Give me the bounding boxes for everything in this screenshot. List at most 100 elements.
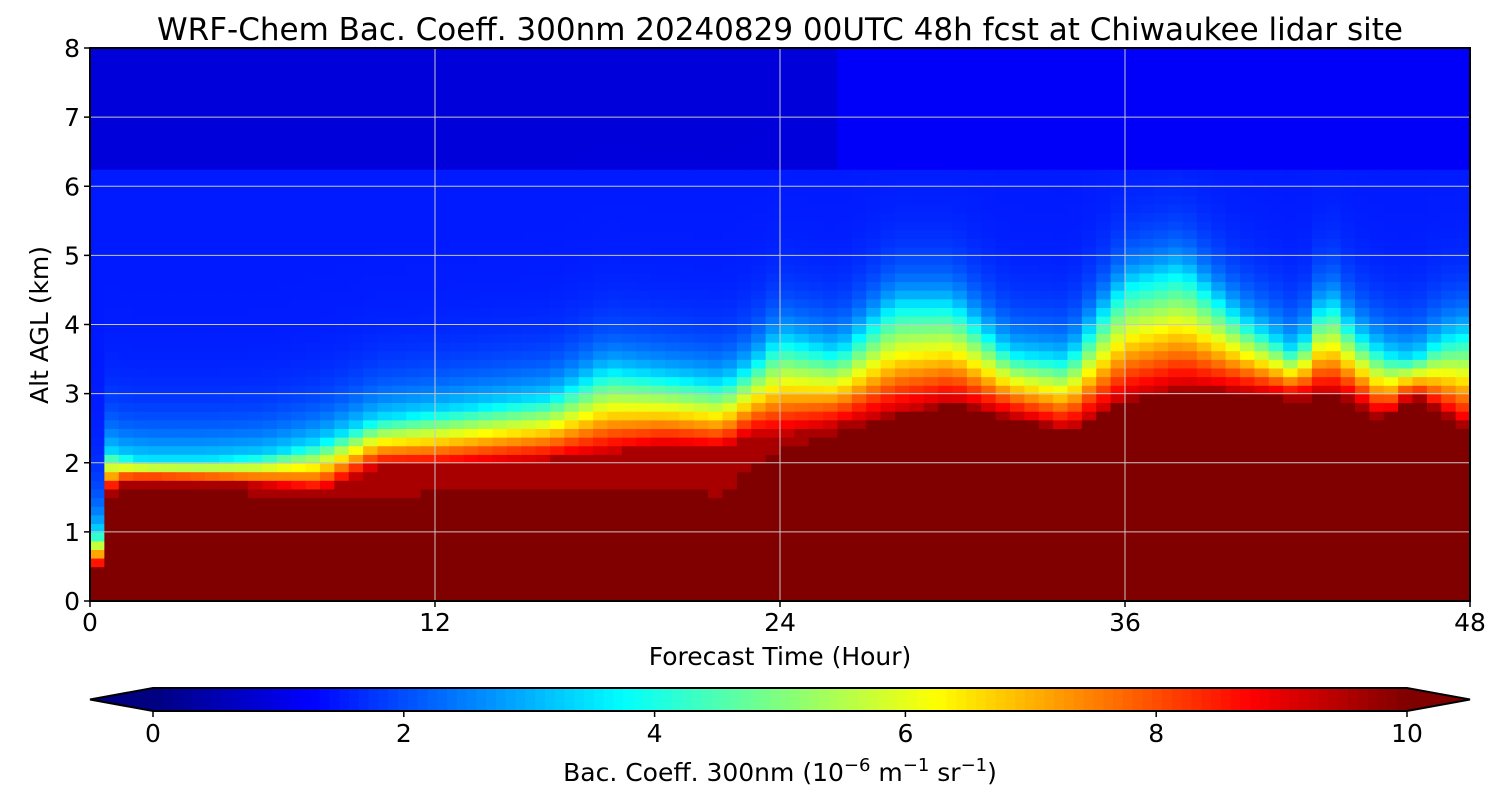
heatmap-cell — [161, 540, 178, 550]
heatmap-cell — [377, 65, 393, 75]
heatmap-cell — [420, 177, 436, 188]
heatmap-cell — [161, 186, 178, 196]
heatmap-cell — [176, 168, 192, 179]
heatmap-cell — [334, 531, 350, 542]
heatmap-cell — [808, 480, 824, 490]
heatmap-cell — [1168, 73, 1184, 84]
heatmap-cell — [1139, 419, 1155, 429]
heatmap-cell — [1038, 212, 1054, 222]
heatmap-cell — [1153, 333, 1169, 343]
heatmap-cell — [535, 177, 551, 188]
heatmap-cell — [435, 160, 451, 170]
heatmap-cell — [176, 367, 192, 378]
heatmap-cell — [521, 91, 537, 101]
heatmap-cell — [147, 583, 163, 594]
heatmap-cell — [1096, 410, 1112, 421]
heatmap-cell — [406, 151, 422, 162]
heatmap-cell — [219, 350, 235, 360]
heatmap-cell — [636, 203, 652, 213]
heatmap-cell — [851, 272, 868, 283]
heatmap-cell — [521, 82, 537, 93]
heatmap-cell — [1010, 523, 1026, 533]
heatmap-cell — [478, 497, 494, 507]
heatmap-cell — [1196, 445, 1213, 455]
heatmap-cell — [190, 73, 206, 84]
heatmap-cell — [506, 82, 523, 93]
heatmap-cell — [363, 281, 379, 291]
heatmap-cell — [909, 289, 925, 300]
heatmap-cell — [1053, 480, 1069, 490]
heatmap-cell — [478, 350, 494, 360]
heatmap-cell — [262, 143, 278, 153]
heatmap-cell — [1110, 117, 1126, 127]
heatmap-cell — [1038, 384, 1054, 395]
heatmap-cell — [823, 384, 839, 395]
heatmap-cell — [1067, 289, 1083, 300]
heatmap-cell — [420, 531, 436, 542]
heatmap-cell — [363, 419, 379, 429]
heatmap-cell — [363, 376, 379, 386]
heatmap-cell — [118, 82, 134, 93]
heatmap-cell — [420, 264, 436, 274]
heatmap-cell — [90, 471, 106, 481]
heatmap-cell — [621, 497, 638, 507]
heatmap-cell — [679, 566, 695, 576]
heatmap-cell — [780, 583, 796, 594]
heatmap-cell — [550, 350, 566, 360]
heatmap-cell — [895, 367, 911, 378]
heatmap-cell — [578, 575, 594, 585]
heatmap-cell — [1153, 575, 1169, 585]
heatmap-cell — [118, 212, 134, 222]
heatmap-cell — [377, 272, 393, 283]
heatmap-cell — [420, 168, 436, 179]
heatmap-cell — [909, 255, 925, 265]
heatmap-cell — [506, 272, 523, 283]
heatmap-cell — [636, 566, 652, 576]
heatmap-cell — [923, 410, 939, 421]
heatmap-cell — [550, 514, 566, 525]
heatmap-cell — [981, 583, 997, 594]
heatmap-cell — [564, 194, 580, 205]
heatmap-cell — [880, 48, 896, 58]
heatmap-cell — [722, 238, 738, 248]
heatmap-cell — [765, 168, 781, 179]
heatmap-cell — [621, 73, 638, 84]
heatmap-cell — [1182, 488, 1198, 499]
heatmap-cell — [1139, 480, 1155, 490]
heatmap-cell — [320, 523, 336, 533]
heatmap-cell — [420, 272, 436, 283]
heatmap-cell — [665, 592, 681, 601]
heatmap-cell — [794, 583, 810, 594]
heatmap-cell — [550, 480, 566, 490]
heatmap-cell — [377, 505, 393, 516]
heatmap-cell — [851, 229, 868, 239]
heatmap-cell — [104, 419, 120, 429]
heatmap-cell — [205, 480, 221, 490]
heatmap-cell — [1110, 65, 1126, 75]
heatmap-cell — [895, 65, 911, 75]
heatmap-cell — [449, 48, 465, 58]
heatmap-cell — [808, 117, 824, 127]
heatmap-cell — [550, 428, 566, 438]
heatmap-cell — [1038, 592, 1054, 601]
heatmap-cell — [161, 557, 178, 568]
heatmap-cell — [1053, 307, 1069, 317]
heatmap-cell — [363, 523, 379, 533]
heatmap-cell — [449, 203, 465, 213]
heatmap-cell — [564, 255, 580, 265]
heatmap-cell — [449, 65, 465, 75]
heatmap-cell — [938, 220, 954, 231]
heatmap-cell — [1139, 549, 1155, 559]
heatmap-cell — [463, 592, 479, 601]
heatmap-cell — [1067, 264, 1083, 274]
heatmap-cell — [995, 445, 1011, 455]
heatmap-cell — [593, 359, 609, 369]
heatmap-cell — [808, 194, 824, 205]
heatmap-cell — [1038, 514, 1054, 525]
heatmap-cell — [104, 531, 120, 542]
heatmap-cell — [722, 471, 738, 481]
heatmap-cell — [550, 134, 566, 144]
heatmap-cell — [118, 367, 134, 378]
heatmap-cell — [334, 402, 350, 412]
heatmap-cell — [808, 212, 824, 222]
